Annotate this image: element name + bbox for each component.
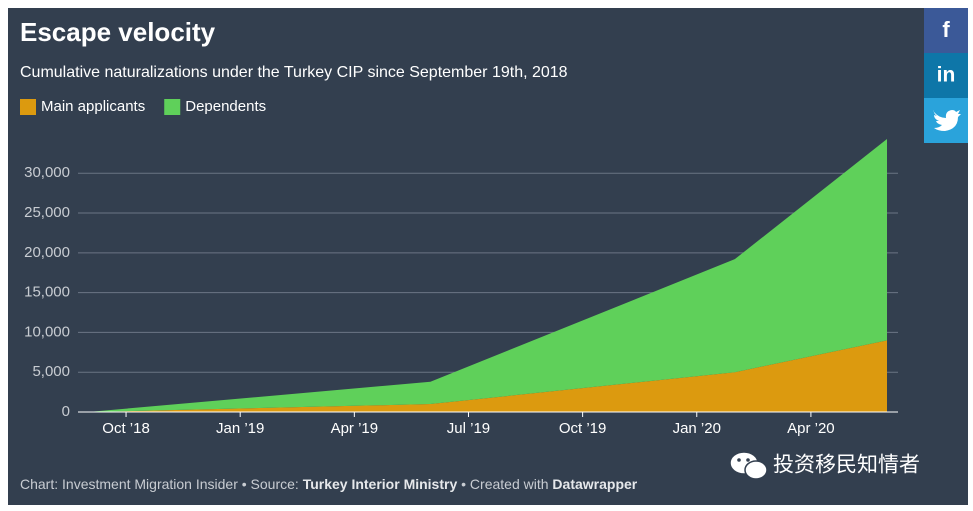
y-tick-label: 15,000 [24,284,70,301]
y-tick-label: 20,000 [24,244,70,261]
x-tick-label: Apr ’19 [331,420,379,437]
legend-swatch [20,99,36,115]
y-tick-label: 10,000 [24,323,70,340]
y-tick-label: 5,000 [32,363,70,380]
twitter-icon[interactable] [933,110,961,131]
wechat-icon [729,451,768,480]
area [88,340,887,412]
y-tick-label: 25,000 [24,204,70,221]
footer-tool[interactable]: Datawrapper [552,476,637,492]
watermark: 投资移民知情者 [773,454,920,477]
legend-swatch [164,99,181,115]
facebook-icon[interactable]: f [942,17,950,42]
footer-text: Chart: Investment Migration Insider • So… [20,476,303,492]
legend-label: Dependents [185,98,266,115]
footer-source[interactable]: Turkey Interior Ministry [303,476,458,492]
x-tick-label: Apr ’20 [787,420,835,437]
x-tick-label: Jan ’20 [673,420,721,437]
x-tick-label: Oct ’18 [102,420,150,437]
chart-subtitle: Cumulative naturalizations under the Tur… [20,64,568,81]
y-tick-label: 30,000 [24,164,70,181]
x-tick-label: Oct ’19 [559,420,607,437]
legend-label: Main applicants [41,98,145,115]
linkedin-button[interactable] [924,53,968,98]
plot: 0 5,000 10,000 15,000 20,000 25,000 30,000 Main… [20,98,898,437]
facebook-button[interactable] [924,8,968,53]
linkedin-icon[interactable]: in [937,64,956,87]
chart-title: Escape velocity [20,17,216,47]
y-tick-label: 0 [62,403,70,420]
x-tick-label: Jul ’19 [447,420,490,437]
area [88,139,887,412]
footer-text: • Created with [457,476,552,492]
x-tick-label: Jan ’19 [216,420,264,437]
footer: Chart: Investment Migration Insider • So… [20,476,638,492]
